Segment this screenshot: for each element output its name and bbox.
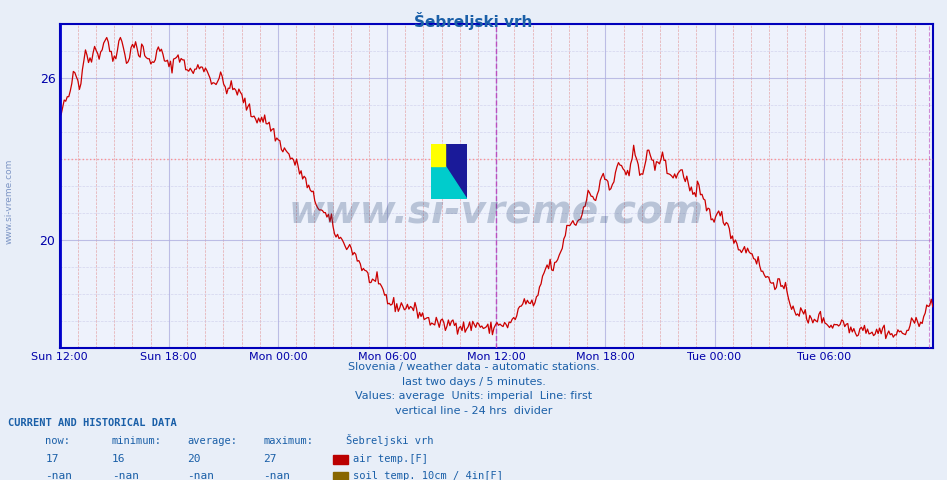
Text: Values: average  Units: imperial  Line: first: Values: average Units: imperial Line: fi… bbox=[355, 391, 592, 401]
Text: 16: 16 bbox=[112, 454, 125, 464]
Text: air temp.[F]: air temp.[F] bbox=[353, 454, 428, 464]
Text: soil temp. 10cm / 4in[F]: soil temp. 10cm / 4in[F] bbox=[353, 471, 503, 480]
Text: last two days / 5 minutes.: last two days / 5 minutes. bbox=[402, 377, 545, 387]
Text: Šebreljski vrh: Šebreljski vrh bbox=[415, 12, 532, 30]
Text: Šebreljski vrh: Šebreljski vrh bbox=[346, 434, 433, 446]
Bar bbox=[431, 144, 445, 166]
Bar bbox=[449, 144, 467, 199]
Text: 27: 27 bbox=[263, 454, 277, 464]
Text: -nan: -nan bbox=[263, 471, 291, 480]
Text: 17: 17 bbox=[45, 454, 59, 464]
Text: average:: average: bbox=[188, 436, 238, 446]
Bar bbox=[431, 144, 449, 172]
Text: maximum:: maximum: bbox=[263, 436, 313, 446]
Text: Slovenia / weather data - automatic stations.: Slovenia / weather data - automatic stat… bbox=[348, 362, 599, 372]
Text: minimum:: minimum: bbox=[112, 436, 162, 446]
Text: vertical line - 24 hrs  divider: vertical line - 24 hrs divider bbox=[395, 406, 552, 416]
Text: 20: 20 bbox=[188, 454, 201, 464]
Polygon shape bbox=[431, 144, 467, 199]
Polygon shape bbox=[431, 144, 467, 199]
Text: CURRENT AND HISTORICAL DATA: CURRENT AND HISTORICAL DATA bbox=[8, 418, 176, 428]
Text: now:: now: bbox=[45, 436, 70, 446]
Text: -nan: -nan bbox=[45, 471, 73, 480]
Text: -nan: -nan bbox=[188, 471, 215, 480]
Text: -nan: -nan bbox=[112, 471, 139, 480]
Text: www.si-vreme.com: www.si-vreme.com bbox=[289, 193, 704, 231]
Text: www.si-vreme.com: www.si-vreme.com bbox=[5, 159, 14, 244]
Bar bbox=[431, 172, 449, 199]
